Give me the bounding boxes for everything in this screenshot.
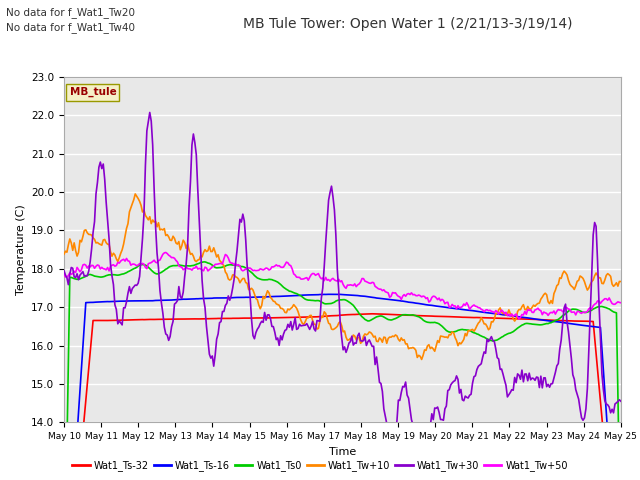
- Legend: Wat1_Ts-32, Wat1_Ts-16, Wat1_Ts0, Wat1_Tw+10, Wat1_Tw+30, Wat1_Tw+50: Wat1_Ts-32, Wat1_Ts-16, Wat1_Ts0, Wat1_T…: [68, 456, 572, 475]
- Text: MB_tule: MB_tule: [70, 87, 116, 97]
- Text: No data for f_Wat1_Tw40: No data for f_Wat1_Tw40: [6, 22, 136, 33]
- Text: No data for f_Wat1_Tw20: No data for f_Wat1_Tw20: [6, 7, 136, 18]
- X-axis label: Time: Time: [329, 447, 356, 456]
- Text: MB Tule Tower: Open Water 1 (2/21/13-3/19/14): MB Tule Tower: Open Water 1 (2/21/13-3/1…: [243, 17, 573, 31]
- Y-axis label: Temperature (C): Temperature (C): [15, 204, 26, 295]
